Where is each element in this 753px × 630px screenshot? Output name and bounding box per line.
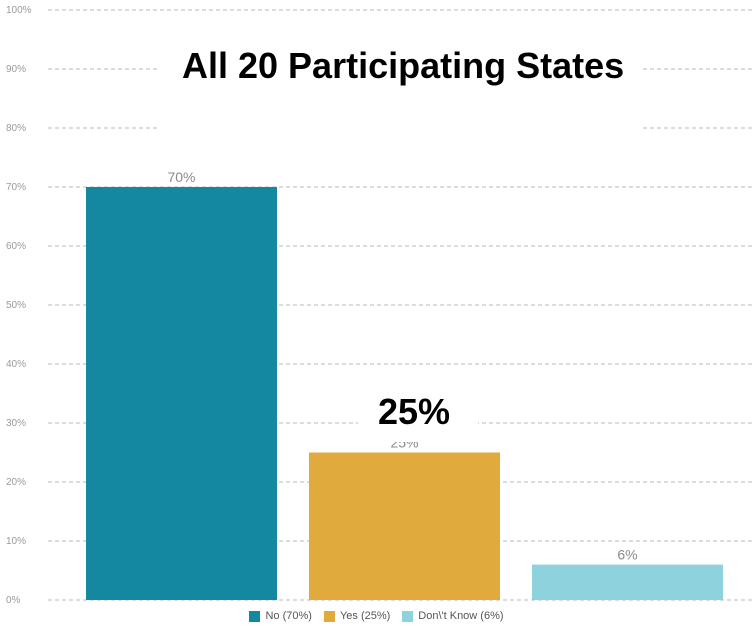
y-tick-label: 10% [6,536,26,547]
y-tick-label: 70% [6,182,26,193]
y-tick-label: 90% [6,64,26,75]
y-tick-label: 30% [6,418,26,429]
bars [86,187,723,600]
legend-label-yes: Yes (25%) [339,610,391,622]
bar-dont-know [532,564,723,600]
y-tick-label: 60% [6,241,26,252]
legend: No (70%) Yes (25%) Don\'t Know (6%) [0,606,753,626]
legend-swatch-no [249,610,261,622]
bar-yes [309,452,500,600]
legend-item-no: No (70%) [249,610,312,622]
y-tick-label: 80% [6,123,26,134]
legend-swatch-dont-know [402,610,414,622]
bar-value-label-no: 70% [167,169,195,185]
legend-item-yes: Yes (25%) [323,610,391,622]
chart-title-box: All 20 Participating States [160,30,640,138]
legend-label-dont-know: Don\'t Know (6%) [418,610,504,622]
y-tick-label: 0% [6,595,21,606]
bar-value-label-dont-know: 6% [617,547,637,563]
legend-item-dont-know: Don\'t Know (6%) [402,610,504,622]
y-tick-label: 20% [6,477,26,488]
y-axis-ticks: 0% 10% 20% 30% 40% 50% 60% 70% 80% 90% 100% [6,5,32,606]
y-tick-label: 50% [6,300,26,311]
y-tick-label: 40% [6,359,26,370]
callout-label: 25% [377,391,451,432]
y-tick-label: 100% [6,5,32,16]
callout-box: 25% [358,386,478,442]
legend-swatch-yes [323,610,335,622]
bar-no [86,187,277,600]
legend-label-no: No (70%) [265,610,312,622]
chart-title: All 20 Participating States [182,45,625,86]
